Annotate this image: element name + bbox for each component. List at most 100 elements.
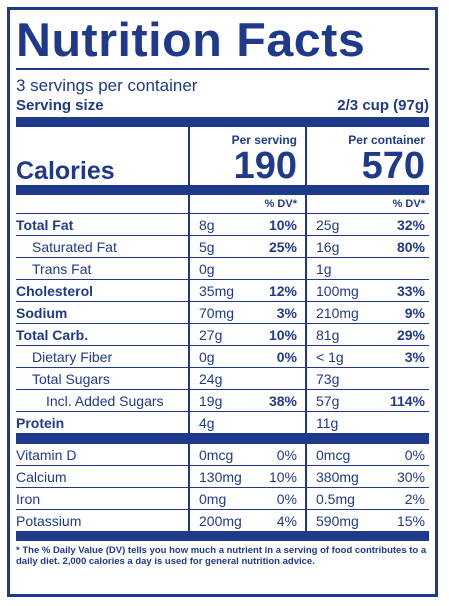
nutrient-name: Sodium xyxy=(16,300,188,324)
per-serving-dv: 10% xyxy=(268,216,297,233)
nutrient-name: Total Carb. xyxy=(16,322,188,346)
per-serving-amount: 19g xyxy=(199,392,223,409)
per-serving-amount: 8g xyxy=(199,216,215,233)
per-container-amount: 11g xyxy=(316,414,339,431)
calories-rule-ps xyxy=(188,185,305,195)
dv-header-per-container: % DV* xyxy=(392,198,425,210)
serving-size-row: Serving size 2/3 cup (97g) xyxy=(16,97,429,114)
nutrient-name-text: Protein xyxy=(16,414,65,431)
vitamin-row: Calcium 130mg 10% 380mg 30% xyxy=(16,464,429,487)
per-container-amount: 73g xyxy=(316,370,340,387)
per-container-dv: 15% xyxy=(396,512,425,529)
vitamin-row: Iron 0mg 0% 0.5mg 2% xyxy=(16,486,429,510)
per-container-amount: 16g xyxy=(316,238,340,255)
nutrient-name: Incl. Added Sugars xyxy=(16,388,188,412)
label-title: Nutrition Facts xyxy=(16,13,366,66)
nutrient-row: Trans Fat 0g 1g xyxy=(16,256,429,279)
per-serving-cell: 200mg 4% xyxy=(188,509,305,531)
per-serving-amount: 200mg xyxy=(199,512,242,529)
vitamin-name: Potassium xyxy=(16,508,188,532)
nutrient-name-text: Incl. Added Sugars xyxy=(46,392,164,409)
per-serving-dv: 38% xyxy=(268,392,297,409)
per-container-cell: 81g 29% xyxy=(305,323,429,345)
calories-label: Calories xyxy=(16,156,115,185)
per-serving-dv: 10% xyxy=(268,468,297,485)
vitamin-row: Potassium 200mg 4% 590mg 15% xyxy=(16,508,429,532)
nutrient-row: Sodium 70mg 3% 210mg 9% xyxy=(16,300,429,324)
per-serving-cell: 0mg 0% xyxy=(188,487,305,509)
per-serving-dv: 25% xyxy=(268,238,297,255)
servings-per-container: 3 servings per container xyxy=(16,76,198,95)
title-rule xyxy=(16,68,429,70)
per-serving-column-header: Per serving 190 xyxy=(188,127,305,185)
vitamin-name: Iron xyxy=(16,486,188,510)
per-container-amount: 210mg xyxy=(316,304,359,321)
per-container-dv: 3% xyxy=(404,348,425,365)
per-container-amount: 0.5mg xyxy=(316,490,355,507)
dv-header-per-serving: % DV* xyxy=(264,198,297,210)
per-container-dv: 0% xyxy=(404,446,425,463)
nutrient-row: Incl. Added Sugars 19g 38% 57g 114% xyxy=(16,388,429,412)
nutrient-name: Cholesterol xyxy=(16,278,188,302)
per-container-amount: 81g xyxy=(316,326,340,343)
per-container-cell: 11g xyxy=(305,411,429,433)
nutrient-name-text: Total Sugars xyxy=(32,370,110,387)
per-serving-dv: 10% xyxy=(268,326,297,343)
per-container-column-header: Per container 570 xyxy=(305,127,429,185)
per-container-cell: 57g 114% xyxy=(305,389,429,411)
nutrient-name-text: Cholesterol xyxy=(16,282,94,299)
per-serving-amount: 70mg xyxy=(199,304,235,321)
per-serving-cell: 4g xyxy=(188,411,305,433)
nutrition-label: Nutrition Facts 3 servings per container… xyxy=(7,7,438,597)
per-serving-cell: 70mg 3% xyxy=(188,301,305,323)
serving-size-value: 2/3 cup (97g) xyxy=(337,97,429,114)
vitamin-rows: Vitamin D 0mcg 0% 0mcg 0% Calcium 130mg 10% 380m… xyxy=(16,442,429,532)
per-container-cell: 1g xyxy=(305,257,429,279)
per-serving-amount: 35mg xyxy=(199,282,235,299)
per-container-amount: 57g xyxy=(316,392,340,409)
per-container-cell: 100mg 33% xyxy=(305,279,429,301)
calories-per-container: 570 xyxy=(361,145,425,187)
per-serving-dv: 4% xyxy=(276,512,297,529)
nutrient-name-text: Trans Fat xyxy=(32,260,92,277)
per-serving-amount: 0mg xyxy=(199,490,227,507)
calories-row: Calories Per serving 190 Per container 5… xyxy=(16,127,429,185)
dv-header-row: % DV* % DV* xyxy=(16,195,429,213)
per-serving-amount: 5g xyxy=(199,238,215,255)
calories-thick-rule-row xyxy=(16,185,429,195)
per-serving-cell: 0g xyxy=(188,257,305,279)
nutrient-row: Saturated Fat 5g 25% 16g 80% xyxy=(16,234,429,257)
per-serving-amount: 0mcg xyxy=(199,446,234,463)
nutrient-name-text: Dietary Fiber xyxy=(32,348,113,365)
per-serving-cell: 19g 38% xyxy=(188,389,305,411)
nutrient-rows: Total Fat 8g 10% 25g 32% Saturated Fat 5g 25% 16… xyxy=(16,212,429,434)
per-container-dv: 29% xyxy=(396,326,425,343)
per-serving-amount: 0g xyxy=(199,348,215,365)
per-container-dv: 30% xyxy=(396,468,425,485)
per-container-cell: 0.5mg 2% xyxy=(305,487,429,509)
nutrient-name: Protein xyxy=(16,410,188,434)
calories-rule-label xyxy=(16,185,188,195)
per-container-amount: 380mg xyxy=(316,468,359,485)
per-container-dv: 80% xyxy=(396,238,425,255)
per-container-amount: 590mg xyxy=(316,512,359,529)
nutrient-row: Protein 4g 11g xyxy=(16,410,429,434)
serving-rule xyxy=(16,117,429,127)
per-container-amount: < 1g xyxy=(316,348,344,365)
nutrient-row: Cholesterol 35mg 12% 100mg 33% xyxy=(16,278,429,302)
per-serving-heading: Per serving xyxy=(231,133,297,147)
per-container-dv: 32% xyxy=(396,216,425,233)
nutrient-row: Total Carb. 27g 10% 81g 29% xyxy=(16,322,429,346)
nutrient-name-text: Sodium xyxy=(16,304,68,321)
nutrient-row: Total Fat 8g 10% 25g 32% xyxy=(16,212,429,235)
nutrient-row: Total Sugars 24g 73g xyxy=(16,366,429,389)
per-container-cell: 590mg 15% xyxy=(305,509,429,531)
per-serving-dv: 0% xyxy=(276,490,297,507)
per-serving-cell: 27g 10% xyxy=(188,323,305,345)
footnote-rule xyxy=(16,531,429,541)
per-serving-amount: 24g xyxy=(199,370,223,387)
per-container-cell: 210mg 9% xyxy=(305,301,429,323)
nutrient-name: Dietary Fiber xyxy=(16,344,188,368)
per-container-dv: 114% xyxy=(389,392,425,409)
vitamin-thick-rule-row xyxy=(16,433,429,443)
